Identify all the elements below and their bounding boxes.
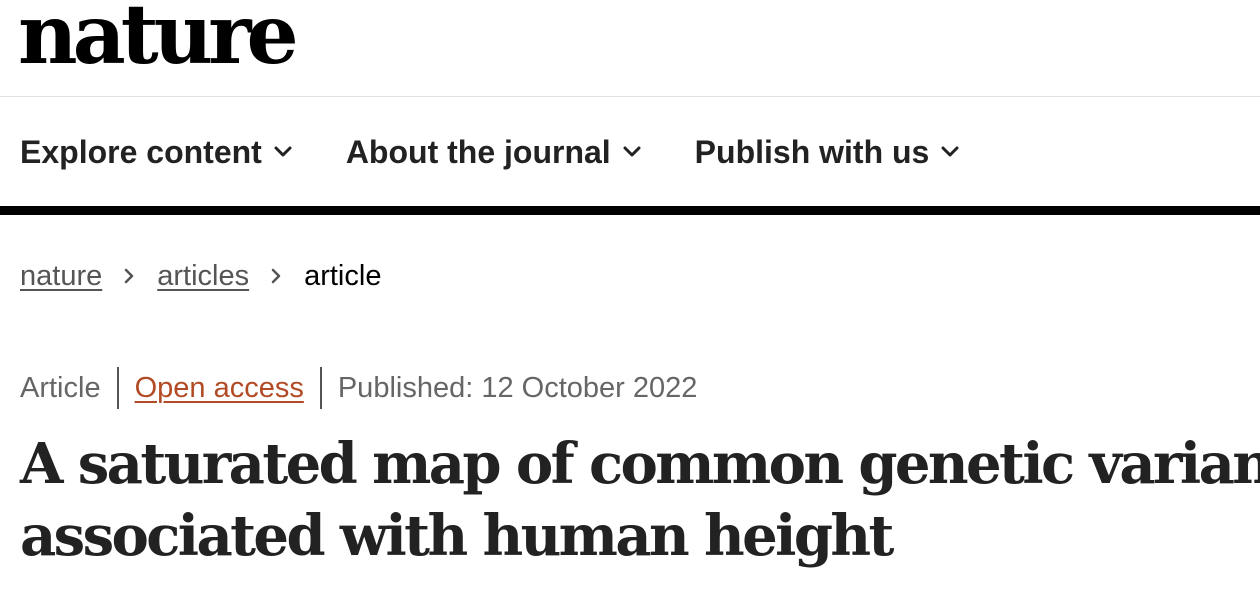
breadcrumb-current: article <box>304 260 382 292</box>
meta-divider <box>116 367 119 409</box>
chevron-down-icon <box>274 146 292 157</box>
article-title-line-2: associated with human height <box>20 503 894 569</box>
breadcrumb-articles-link[interactable]: articles <box>157 260 250 292</box>
published-date: Published: 12 October 2022 <box>337 372 698 404</box>
article-title: A saturated map of common genetic varian… <box>20 428 1260 572</box>
chevron-right-icon <box>271 268 281 284</box>
breadcrumb: nature articles article <box>20 256 381 296</box>
nav-bottom-rule <box>0 206 1260 215</box>
main-nav: Explore content About the journal Publis… <box>20 130 1013 174</box>
chevron-down-icon <box>941 146 959 157</box>
header-divider <box>0 96 1260 97</box>
breadcrumb-nature-link[interactable]: nature <box>20 260 103 292</box>
nav-explore-content[interactable]: Explore content <box>20 134 292 171</box>
open-access-link[interactable]: Open access <box>134 372 304 404</box>
chevron-down-icon <box>623 146 641 157</box>
nav-explore-content-label: Explore content <box>20 133 262 170</box>
nav-about-journal[interactable]: About the journal <box>346 134 641 171</box>
meta-divider <box>319 367 322 409</box>
chevron-right-icon <box>124 268 134 284</box>
article-title-line-1: A saturated map of common genetic varian… <box>20 431 1260 497</box>
article-type: Article <box>20 372 101 404</box>
nav-about-journal-label: About the journal <box>345 133 611 170</box>
nav-publish-with-us-label: Publish with us <box>694 133 930 170</box>
nature-logo[interactable]: nature <box>18 0 299 83</box>
nav-publish-with-us[interactable]: Publish with us <box>695 134 960 171</box>
article-meta: Article Open access Published: 12 Octobe… <box>20 366 697 410</box>
